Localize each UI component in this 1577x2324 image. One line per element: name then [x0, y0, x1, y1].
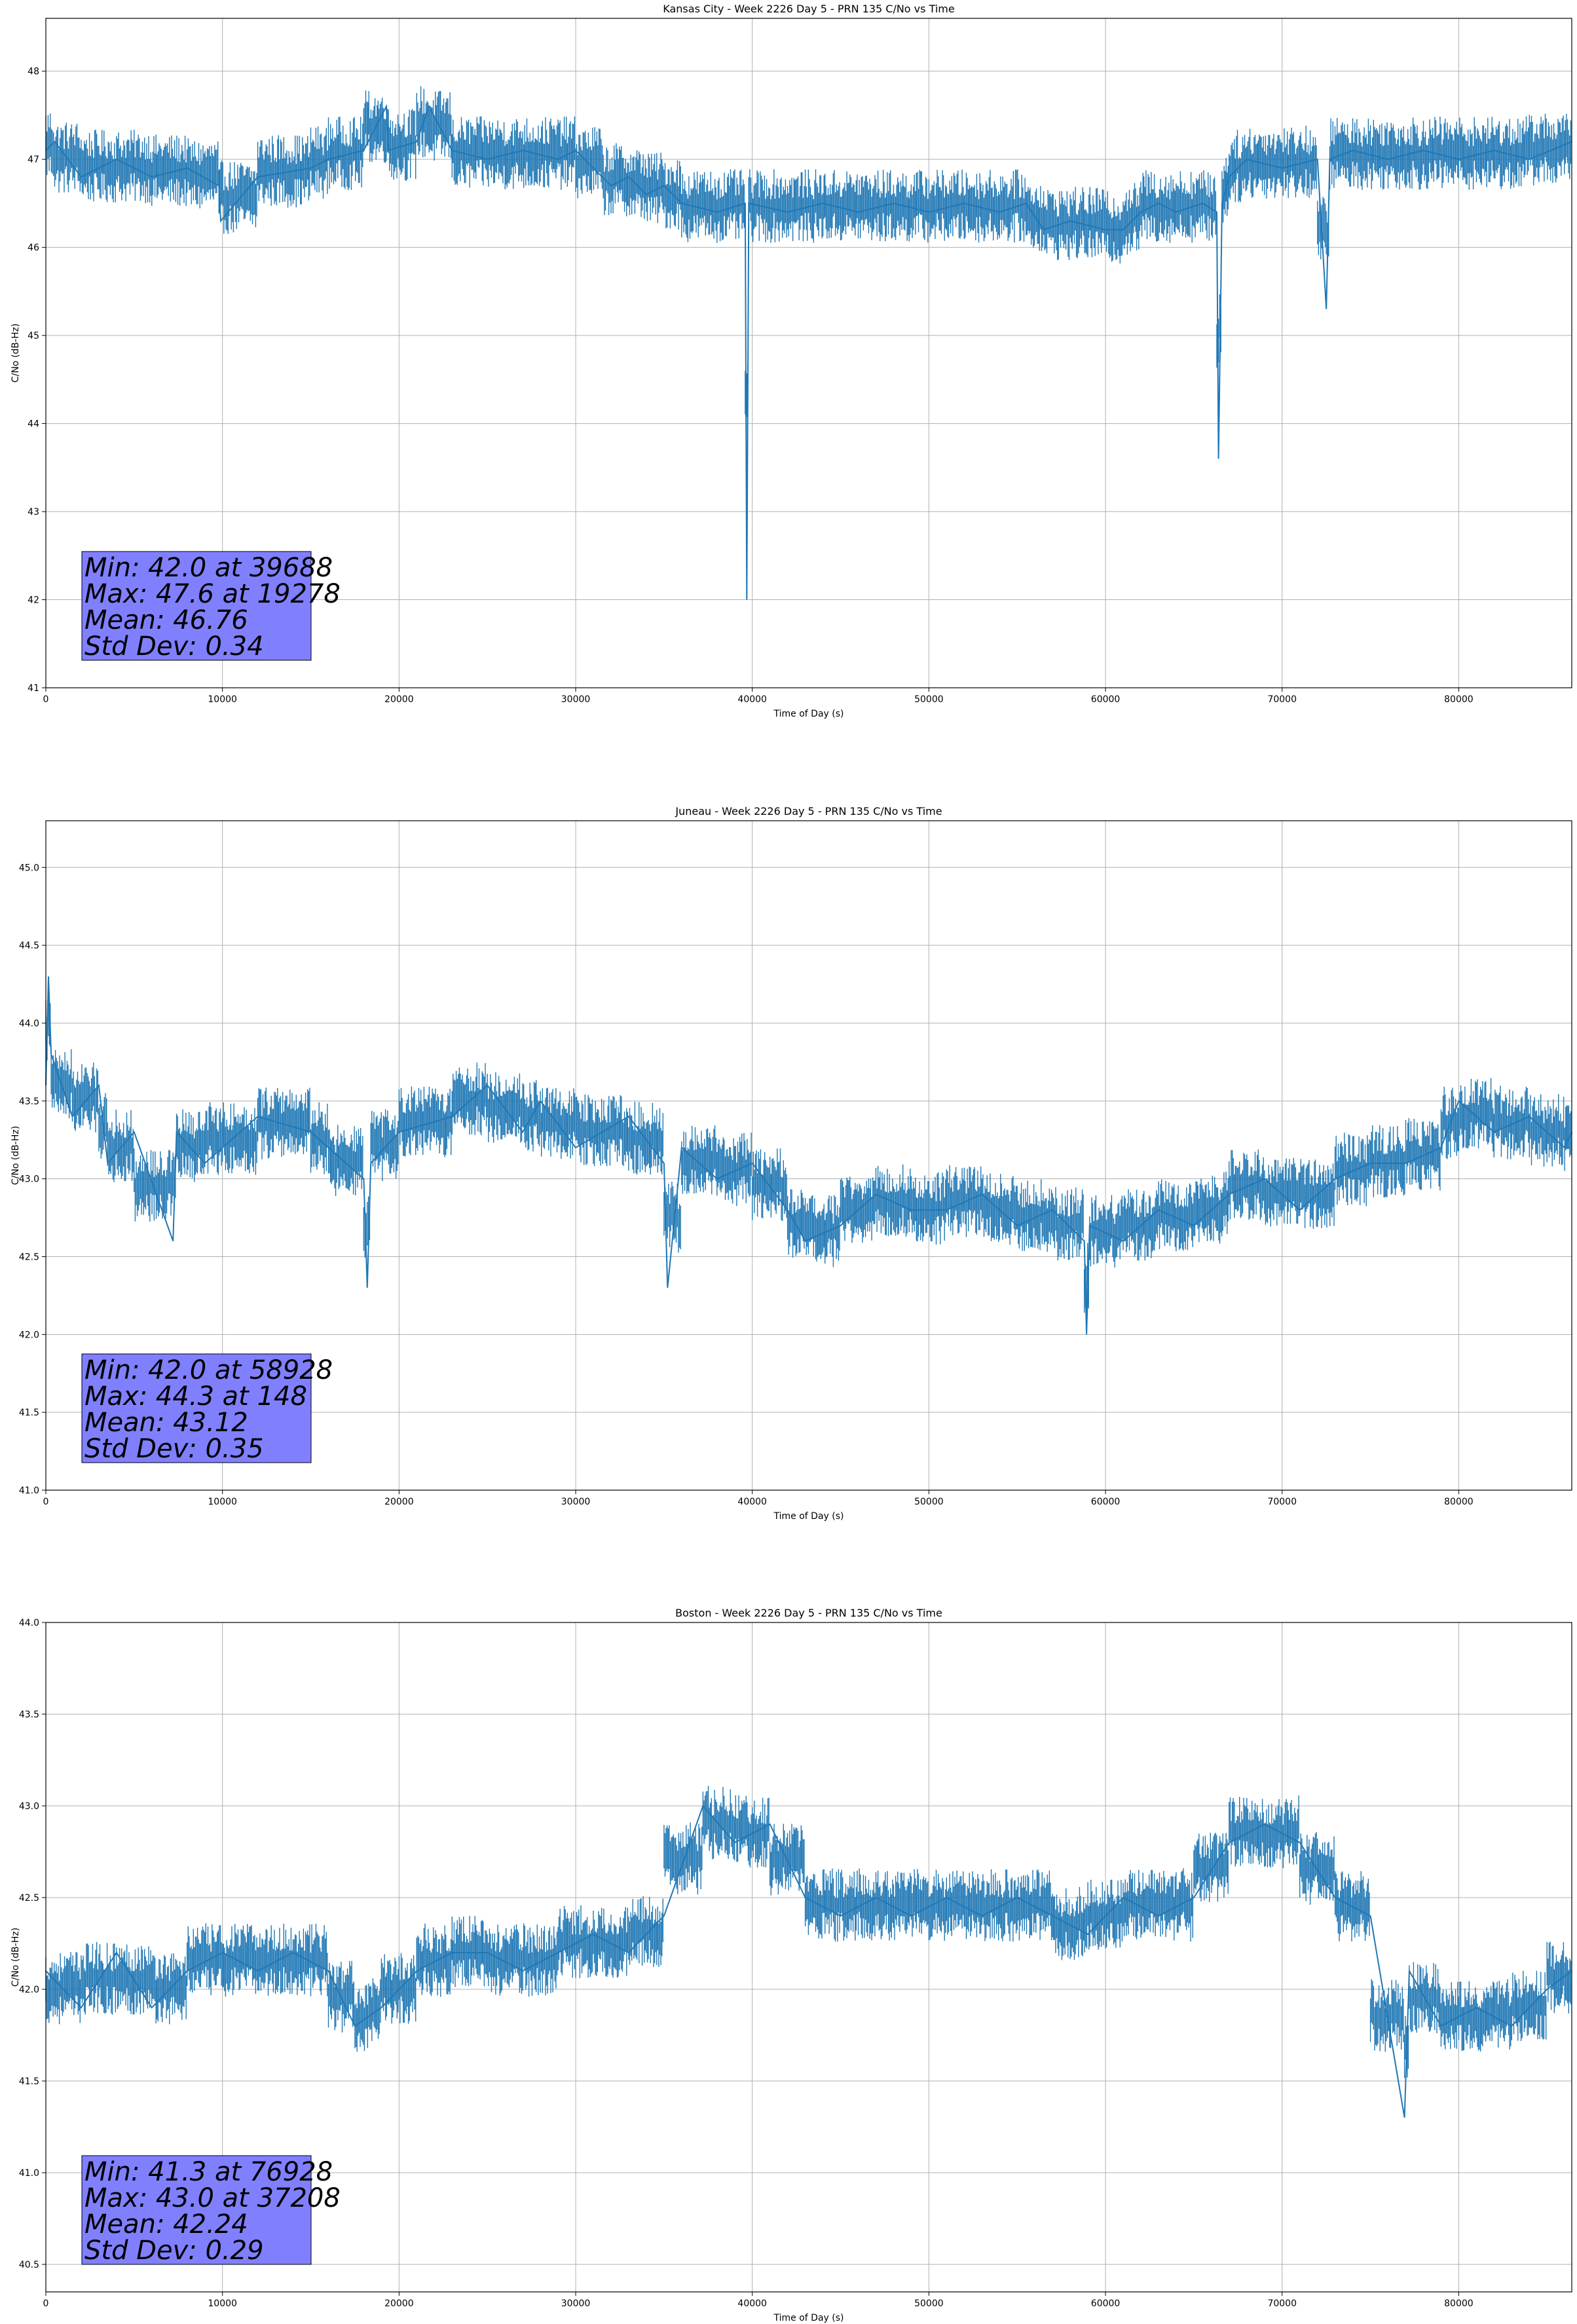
y-axis-label: C/No (dB-Hz)	[10, 1928, 21, 1987]
x-tick-label: 10000	[208, 2298, 237, 2309]
y-tick-label: 43.0	[19, 1174, 39, 1185]
y-tick-label: 41.0	[19, 1486, 39, 1496]
plot-frame	[45, 1622, 1572, 2293]
x-tick-label: 30000	[561, 2298, 591, 2309]
x-tick-label: 50000	[914, 1497, 944, 1507]
y-tick-label: 42.5	[19, 1893, 39, 1903]
data-band	[45, 992, 1572, 1313]
y-tick-label: 43	[28, 507, 39, 517]
chart-panel-3: 0 10000 20000 30000 40000 50000 60000 70000 8000…	[10, 1607, 1572, 2323]
y-tick-label: 42.0	[19, 1330, 39, 1340]
plot-frame	[45, 820, 1572, 1491]
y-tick-label: 44.5	[19, 941, 39, 951]
y-tick-label: 42.0	[19, 1985, 39, 1995]
plot-frame	[45, 18, 1572, 688]
stats-line: Std Dev: 0.29	[84, 2236, 264, 2266]
chart-title: Boston - Week 2226 Day 5 - PRN 135 C/No …	[675, 1607, 942, 1619]
stats-line: Max: 47.6 at 19278	[84, 579, 341, 609]
y-tick-label: 40.5	[19, 2260, 39, 2270]
x-tick-label: 0	[43, 2298, 49, 2309]
x-axis-label: Time of Day (s)	[773, 2313, 844, 2323]
x-axis-label: Time of Day (s)	[773, 1511, 844, 1522]
y-tick-label: 41	[28, 683, 39, 694]
x-axis-label: Time of Day (s)	[773, 709, 844, 719]
x-tick-label: 50000	[914, 2298, 944, 2309]
x-tick-label: 40000	[737, 2298, 767, 2309]
y-tick-label: 42.5	[19, 1252, 39, 1262]
y-axis-label: C/No (dB-Hz)	[10, 324, 21, 383]
x-tick-label: 80000	[1444, 1497, 1474, 1507]
y-tick-label: 42	[28, 595, 39, 606]
data-band	[45, 86, 1572, 434]
x-tick-label: 10000	[208, 694, 237, 705]
data-band	[45, 1786, 1572, 2078]
x-tick-label: 50000	[914, 694, 944, 705]
y-tick-label: 45.0	[19, 863, 39, 873]
x-tick-label: 70000	[1267, 1497, 1297, 1507]
y-tick-label: 44.0	[19, 1019, 39, 1029]
x-tick-label: 0	[43, 1497, 49, 1507]
x-tick-label: 80000	[1444, 694, 1474, 705]
x-tick-label: 20000	[384, 2298, 414, 2309]
x-tick-label: 20000	[384, 694, 414, 705]
stats-line: Mean: 42.24	[84, 2209, 248, 2240]
stats-line: Min: 42.0 at 39688	[84, 553, 333, 583]
chart-title: Juneau - Week 2226 Day 5 - PRN 135 C/No …	[675, 805, 942, 817]
stats-line: Std Dev: 0.35	[84, 1434, 264, 1464]
x-tick-label: 60000	[1091, 2298, 1121, 2309]
series-line	[45, 976, 1572, 1335]
y-tick-label: 41.5	[19, 2076, 39, 2087]
chart-panel-1: 0 10000 20000 30000 40000 50000 60000 70000 8000…	[10, 3, 1572, 719]
x-tick-label: 70000	[1267, 2298, 1297, 2309]
y-axis-label: C/No (dB-Hz)	[10, 1126, 21, 1185]
x-tick-label: 30000	[561, 1497, 591, 1507]
x-tick-label: 60000	[1091, 1497, 1121, 1507]
x-tick-label: 70000	[1267, 694, 1297, 705]
stats-box	[81, 551, 312, 661]
y-tick-label: 41.5	[19, 1408, 39, 1418]
stats-box	[81, 2155, 312, 2265]
x-tick-label: 80000	[1444, 2298, 1474, 2309]
y-tick-label: 45	[28, 331, 39, 341]
y-tick-label: 48	[28, 67, 39, 77]
stats-line: Mean: 43.12	[84, 1408, 248, 1438]
stats-line: Std Dev: 0.34	[84, 631, 264, 662]
stats-line: Max: 43.0 at 37208	[84, 2183, 341, 2213]
chart-panel-2: 0 10000 20000 30000 40000 50000 60000 70000 8000…	[10, 805, 1572, 1522]
x-tick-label: 40000	[737, 694, 767, 705]
y-tick-label: 41.0	[19, 2168, 39, 2179]
x-tick-label: 40000	[737, 1497, 767, 1507]
y-tick-label: 43.5	[19, 1096, 39, 1107]
x-tick-label: 60000	[1091, 694, 1121, 705]
x-tick-label: 30000	[561, 694, 591, 705]
y-tick-label: 47	[28, 155, 39, 165]
stats-line: Max: 44.3 at 148	[84, 1381, 307, 1412]
y-tick-label: 43.0	[19, 1801, 39, 1812]
stats-line: Mean: 46.76	[84, 605, 248, 635]
chart-title: Kansas City - Week 2226 Day 5 - PRN 135 …	[663, 3, 954, 15]
stats-line: Min: 42.0 at 58928	[84, 1355, 333, 1385]
stats-box	[81, 1353, 312, 1463]
y-tick-label: 46	[28, 243, 39, 253]
x-tick-label: 20000	[384, 1497, 414, 1507]
series-line	[45, 1805, 1572, 2118]
y-tick-label: 43.5	[19, 1710, 39, 1720]
x-tick-label: 0	[43, 694, 49, 705]
stats-line: Min: 41.3 at 76928	[84, 2157, 333, 2187]
y-tick-label: 44.0	[19, 1618, 39, 1628]
series-line	[45, 103, 1572, 600]
x-tick-label: 10000	[208, 1497, 237, 1507]
y-tick-label: 44	[28, 419, 39, 430]
